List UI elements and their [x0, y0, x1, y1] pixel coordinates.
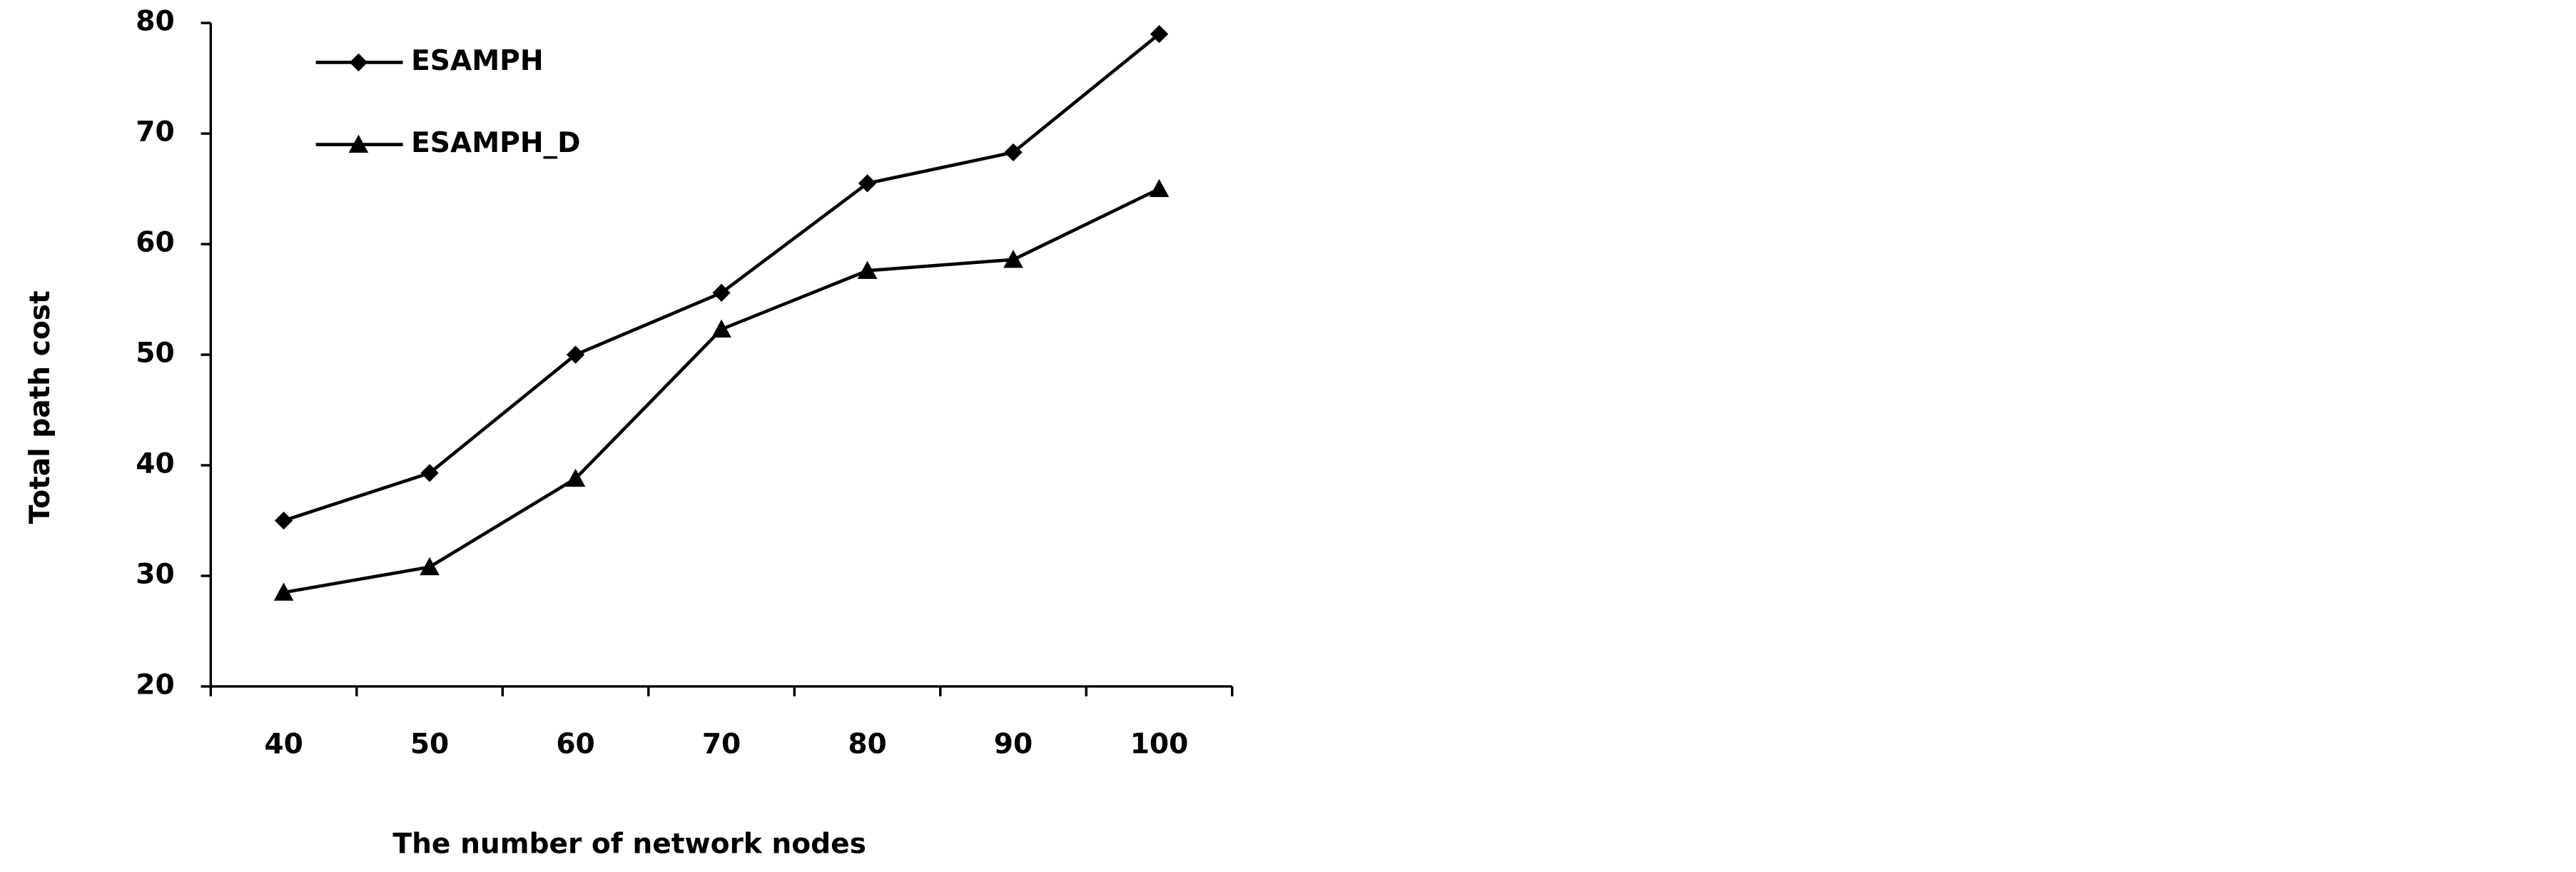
point: [711, 319, 731, 338]
x-tick-label: 90: [994, 728, 1033, 760]
point: [712, 283, 731, 302]
y-tick-label: 70: [136, 116, 174, 148]
x-tick-label: 40: [264, 728, 303, 760]
point: [1003, 250, 1023, 268]
legend-marker: [349, 53, 368, 72]
x-tick-label: 100: [1130, 728, 1189, 760]
point: [1150, 25, 1169, 44]
y-tick-label: 80: [136, 6, 174, 38]
legend-marker: [348, 134, 369, 153]
point: [274, 511, 293, 530]
point: [420, 464, 439, 482]
point: [1004, 143, 1023, 162]
x-tick-label: 50: [410, 728, 449, 760]
y-tick-label: 50: [136, 338, 174, 370]
point: [420, 557, 440, 576]
legend-label: ESAMPH: [411, 45, 543, 77]
point: [1149, 178, 1170, 198]
point: [858, 174, 877, 193]
y-tick-label: 40: [136, 448, 174, 480]
point: [565, 468, 586, 487]
point: [857, 260, 878, 279]
x-tick-label: 60: [556, 728, 594, 760]
x-tick-label: 80: [848, 728, 886, 760]
point: [273, 582, 294, 601]
y-tick-label: 30: [136, 558, 174, 590]
x-axis-title: The number of network nodes: [392, 828, 866, 861]
y-axis-title: Total path cost: [24, 290, 56, 524]
y-tick-label: 60: [136, 227, 174, 259]
legend-label: ESAMPH_D: [411, 127, 580, 159]
series-line: [283, 187, 1160, 594]
series-line: [283, 32, 1160, 522]
y-tick-label: 20: [136, 669, 174, 701]
x-tick-label: 70: [702, 728, 741, 760]
